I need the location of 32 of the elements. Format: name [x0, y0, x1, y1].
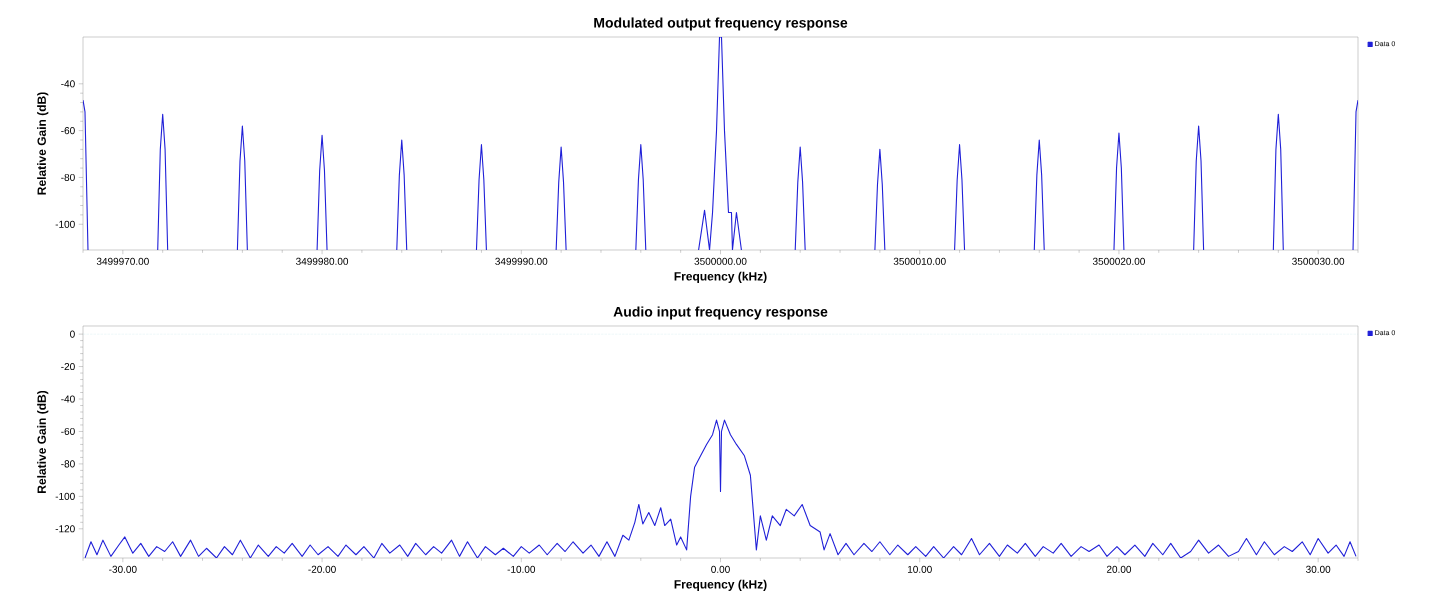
- x-tick-label: 0.00: [711, 565, 730, 573]
- x-tick-label: 3499990.00: [495, 257, 548, 265]
- x-tick-label: 3499970.00: [96, 257, 149, 265]
- y-tick-label: -120: [55, 525, 75, 533]
- y-tick-label: -100: [55, 492, 75, 500]
- y-tick-label: -100: [55, 220, 75, 228]
- x-tick-label: 10.00: [907, 565, 932, 573]
- x-tick-label: 3500030.00: [1292, 257, 1345, 265]
- y-axis-title: Relative Gain (dB): [37, 92, 49, 195]
- x-tick-label: -10.00: [507, 565, 536, 573]
- y-tick-label: -80: [61, 173, 75, 181]
- y-tick-label: -80: [61, 460, 75, 468]
- x-tick-label: 30.00: [1306, 565, 1331, 573]
- x-tick-label: -30.00: [109, 565, 137, 573]
- x-tick-label: -20.00: [308, 565, 336, 573]
- x-tick-label: 3499980.00: [296, 257, 349, 265]
- chart-title: Audio input frequency response: [613, 306, 828, 320]
- x-axis-title: Frequency (kHz): [674, 579, 767, 591]
- y-axis-title: Relative Gain (dB): [37, 390, 49, 493]
- y-tick-label: -60: [61, 427, 75, 435]
- y-tick-label: -40: [61, 395, 75, 403]
- y-tick-label: -20: [61, 363, 75, 371]
- y-tick-label: -40: [61, 80, 75, 88]
- x-tick-label: 3500010.00: [893, 257, 946, 265]
- x-tick-label: 3500000.00: [694, 257, 747, 265]
- line-series: [84, 419, 1357, 558]
- chart-title: Modulated output frequency response: [594, 17, 848, 31]
- y-tick-label: 0: [70, 330, 75, 338]
- x-tick-label: 3500020.00: [1092, 257, 1145, 265]
- x-tick-label: 20.00: [1106, 565, 1132, 573]
- y-tick-label: -60: [61, 127, 75, 135]
- x-axis-title: Frequency (kHz): [674, 271, 767, 283]
